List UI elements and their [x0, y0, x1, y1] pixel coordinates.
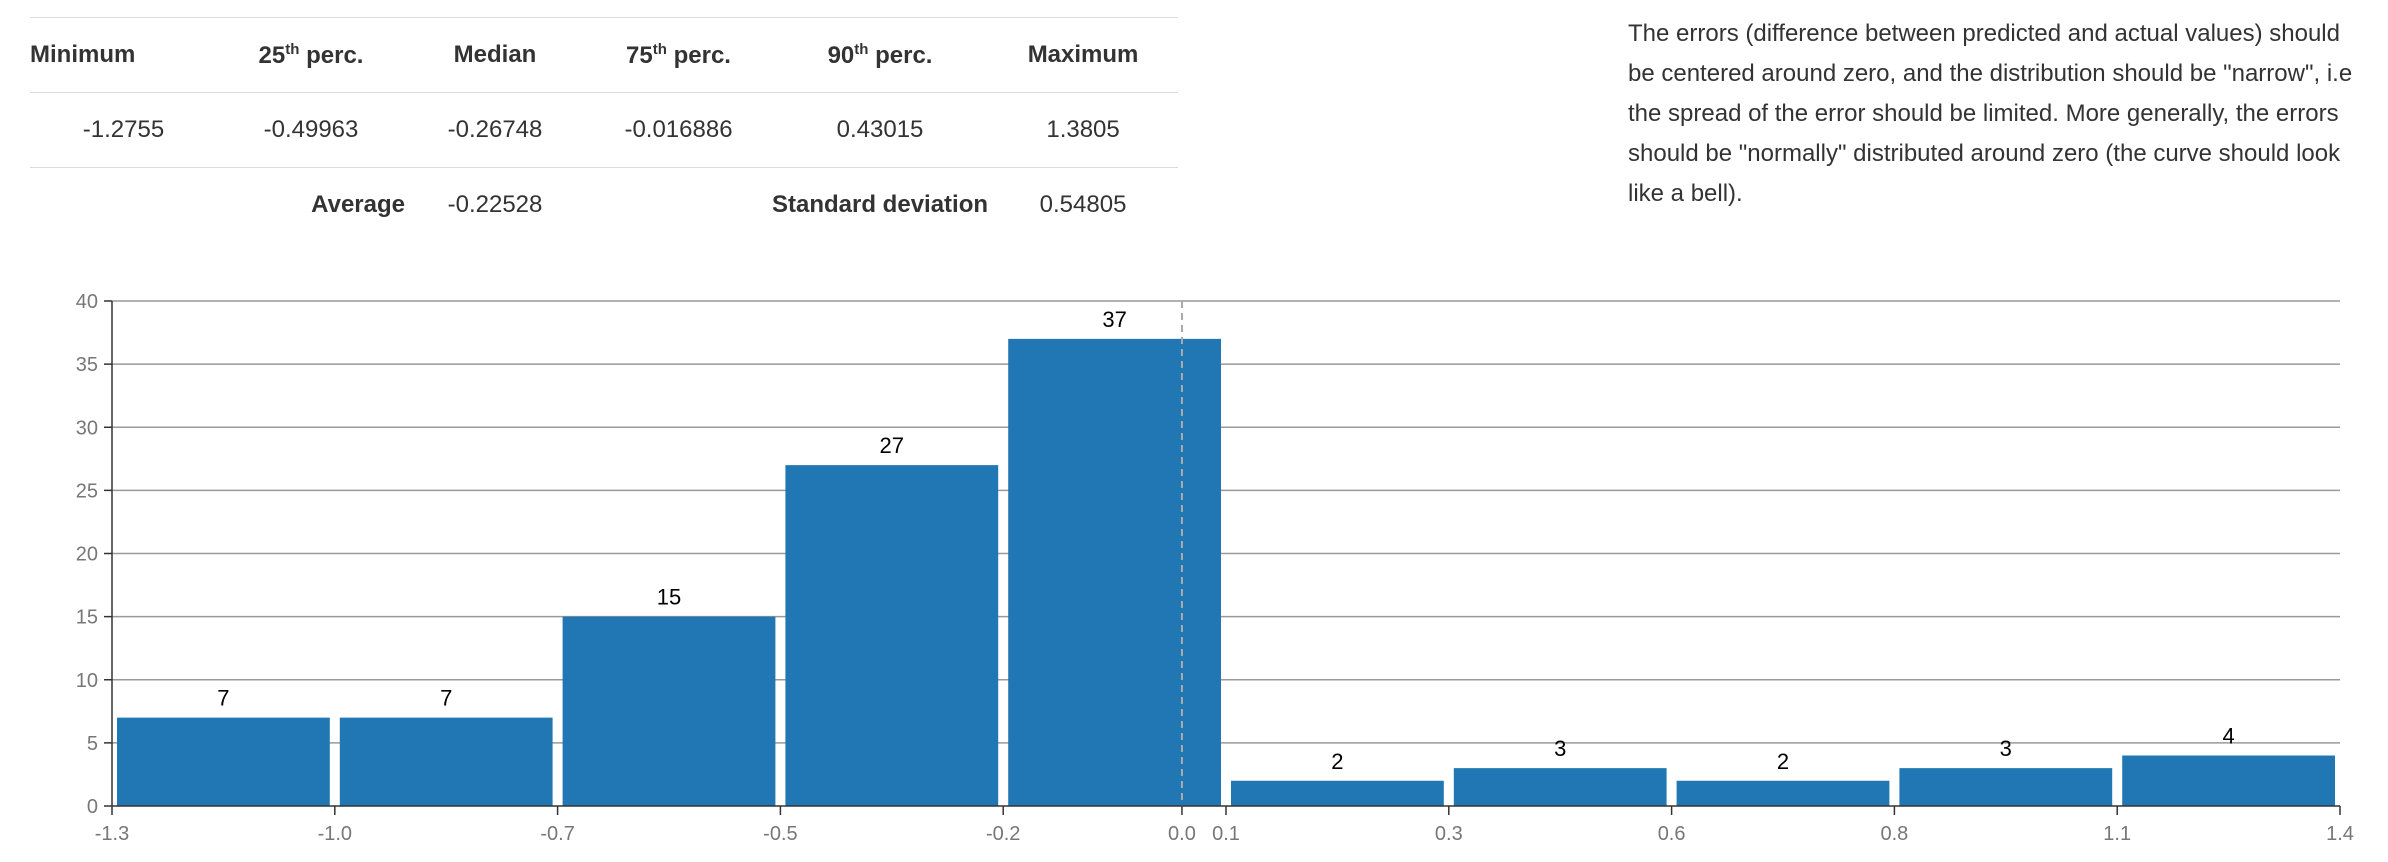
x-tick-label: -0.7	[540, 823, 574, 845]
y-tick-label: 10	[76, 670, 98, 692]
bar-value-label: 27	[880, 433, 904, 458]
stats-values-row: -1.2755 -0.49963 -0.26748 -0.016886 0.43…	[30, 93, 1179, 168]
bar-value-labels: 7 7 15 27 37 2 3 2 3 4	[217, 307, 2234, 774]
value-minimum: -1.2755	[82, 116, 165, 143]
header-maximum: Maximum	[1027, 41, 1139, 68]
histogram-bar	[2122, 755, 2335, 806]
stats-header-row: Minimum 25th perc. Median 75th perc. 90t…	[30, 17, 1179, 93]
x-tick-label: 0.6	[1658, 823, 1686, 845]
y-tick-label: 35	[76, 354, 98, 376]
std-value: 0.54805	[1039, 191, 1127, 218]
bar-value-label: 4	[2222, 724, 2234, 749]
x-tick-label: 1.4	[2326, 823, 2354, 845]
bar-value-label: 15	[657, 585, 681, 610]
histogram-bar	[1676, 780, 1890, 806]
x-tick-label: -1.3	[95, 823, 129, 845]
y-tick-label: 0	[87, 796, 98, 818]
bar-value-label: 3	[2000, 736, 2012, 761]
average-value: -0.22528	[447, 191, 543, 218]
value-90th-percentile: 0.43015	[836, 116, 924, 143]
value-75th-percentile: -0.016886	[624, 116, 733, 143]
header-75th-percentile: 75th perc.	[626, 40, 731, 69]
y-tick-label: 15	[76, 607, 98, 629]
histogram-bar	[1231, 780, 1444, 806]
x-tick-label: -0.5	[763, 823, 797, 845]
header-median: Median	[453, 41, 537, 68]
stats-table: Minimum 25th perc. Median 75th perc. 90t…	[30, 17, 1179, 243]
x-tick-label: 1.1	[2103, 823, 2131, 845]
description-text: The errors (difference between predicted…	[1628, 20, 2353, 207]
histogram-bars	[117, 338, 2335, 806]
error-histogram-chart: 7 7 15 27 37 2 3 2 3 4 0 5 10 15 20 25 30 35 40 -1.3 -1.0 -0…	[76, 291, 2354, 845]
y-tick-label: 40	[76, 291, 98, 313]
value-median: -0.26748	[447, 116, 543, 143]
header-minimum: Minimum	[30, 41, 136, 68]
bar-value-label: 37	[1102, 307, 1126, 332]
x-tick-label: 0.0	[1168, 823, 1196, 845]
header-25th-percentile: 25th perc.	[258, 40, 364, 69]
bar-value-label: 3	[1554, 736, 1566, 761]
histogram-bar	[1453, 768, 1667, 806]
header-90th-percentile: 90th perc.	[827, 40, 933, 69]
x-tick-label: -1.0	[318, 823, 352, 845]
y-tick-label: 5	[87, 733, 98, 755]
histogram-bar	[1008, 338, 1221, 806]
histogram-bar	[1899, 768, 2113, 806]
bar-value-label: 7	[440, 686, 452, 711]
x-tick-label: 0.8	[1880, 823, 1908, 845]
bar-value-label: 2	[1331, 749, 1343, 774]
std-label: Standard deviation	[772, 191, 989, 218]
histogram-bar	[339, 717, 553, 806]
y-tick-label: 20	[76, 544, 98, 566]
y-tick-label: 30	[76, 417, 98, 439]
grid-lines	[112, 300, 2340, 744]
average-label: Average	[311, 191, 405, 218]
value-25th-percentile: -0.49963	[263, 116, 359, 143]
bar-value-label: 7	[217, 686, 229, 711]
x-tick-label: 0.1	[1212, 823, 1240, 845]
value-maximum: 1.3805	[1046, 116, 1120, 143]
bar-value-label: 2	[1777, 749, 1789, 774]
y-tick-label: 25	[76, 480, 98, 502]
histogram-bar	[117, 717, 330, 806]
stats-summary-row: Average -0.22528 Standard deviation 0.54…	[30, 168, 1178, 243]
axes: 0 5 10 15 20 25 30 35 40 -1.3 -1.0 -0.7 -0.5 -0.2 0.0 0…	[76, 291, 2354, 845]
x-tick-label: -0.2	[986, 823, 1020, 845]
histogram-bar	[785, 465, 999, 806]
x-tick-label: 0.3	[1435, 823, 1463, 845]
histogram-bar	[562, 616, 776, 806]
